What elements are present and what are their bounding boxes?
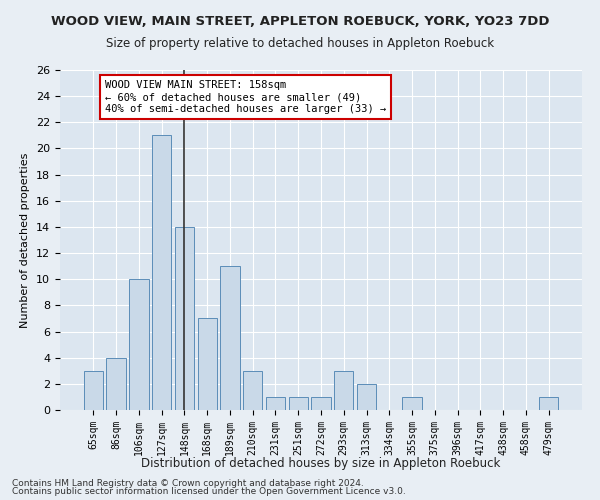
Bar: [266, 397, 285, 410]
Y-axis label: Number of detached properties: Number of detached properties: [20, 152, 31, 328]
Bar: [289, 397, 308, 410]
Text: Distribution of detached houses by size in Appleton Roebuck: Distribution of detached houses by size …: [142, 458, 500, 470]
Bar: [129, 279, 149, 410]
Bar: [311, 397, 331, 410]
Bar: [403, 397, 422, 410]
Bar: [106, 358, 126, 410]
Bar: [220, 266, 239, 410]
Text: WOOD VIEW, MAIN STREET, APPLETON ROEBUCK, YORK, YO23 7DD: WOOD VIEW, MAIN STREET, APPLETON ROEBUCK…: [51, 15, 549, 28]
Bar: [197, 318, 217, 410]
Bar: [243, 371, 262, 410]
Bar: [539, 397, 558, 410]
Text: WOOD VIEW MAIN STREET: 158sqm
← 60% of detached houses are smaller (49)
40% of s: WOOD VIEW MAIN STREET: 158sqm ← 60% of d…: [105, 80, 386, 114]
Bar: [175, 227, 194, 410]
Text: Contains public sector information licensed under the Open Government Licence v3: Contains public sector information licen…: [12, 487, 406, 496]
Text: Contains HM Land Registry data © Crown copyright and database right 2024.: Contains HM Land Registry data © Crown c…: [12, 478, 364, 488]
Bar: [357, 384, 376, 410]
Bar: [84, 371, 103, 410]
Bar: [334, 371, 353, 410]
Bar: [152, 136, 172, 410]
Text: Size of property relative to detached houses in Appleton Roebuck: Size of property relative to detached ho…: [106, 38, 494, 51]
